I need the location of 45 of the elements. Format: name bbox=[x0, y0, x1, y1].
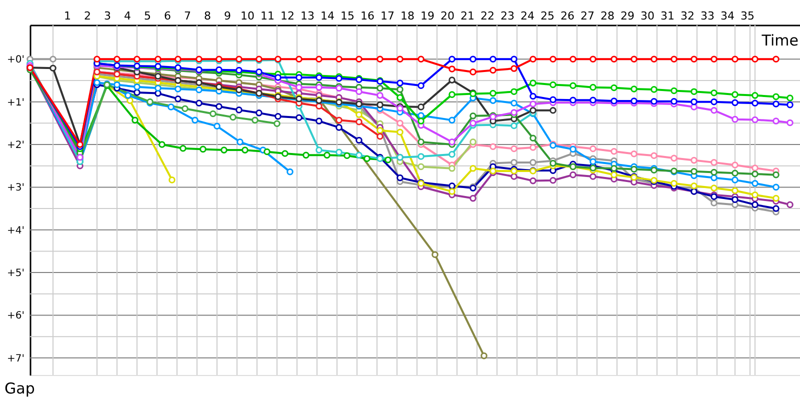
x-tick-label: 14 bbox=[320, 10, 334, 22]
y-tick-label: +5' bbox=[7, 268, 24, 280]
x-tick-label: 12 bbox=[280, 10, 294, 22]
x-tick-label: 3 bbox=[104, 10, 111, 22]
x-tick-label: 6 bbox=[164, 10, 171, 22]
x-axis-title: Time bbox=[760, 32, 798, 50]
x-tick-label: 21 bbox=[460, 10, 474, 22]
x-tick-label: 33 bbox=[700, 10, 714, 22]
x-tick-label: 11 bbox=[260, 10, 274, 22]
x-tick-label: 2 bbox=[84, 10, 91, 22]
x-tick-label: 15 bbox=[340, 10, 354, 22]
x-tick-label: 28 bbox=[600, 10, 614, 22]
y-tick-label: +1' bbox=[7, 97, 24, 108]
x-tick-label: 5 bbox=[144, 10, 151, 22]
x-tick-label: 23 bbox=[500, 10, 514, 22]
x-tick-label: 16 bbox=[360, 10, 374, 22]
x-tick-label: 4 bbox=[124, 10, 131, 22]
x-tick-label: 19 bbox=[420, 10, 434, 22]
x-tick-label: 10 bbox=[240, 10, 254, 22]
y-tick-label: +3' bbox=[7, 182, 24, 194]
x-tick-label: 30 bbox=[640, 10, 654, 22]
x-tick-label: 13 bbox=[300, 10, 314, 22]
y-axis-title: Gap bbox=[4, 380, 35, 398]
x-tick-label: 35 bbox=[740, 10, 754, 22]
x-tick-label: 20 bbox=[440, 10, 454, 22]
y-tick-label: +7' bbox=[7, 353, 24, 364]
y-tick-label: +6' bbox=[7, 310, 24, 322]
x-tick-label: 22 bbox=[480, 10, 494, 22]
x-tick-label: 1 bbox=[64, 10, 71, 22]
x-tick-label: 26 bbox=[560, 10, 574, 22]
x-tick-label: 29 bbox=[620, 10, 634, 22]
x-tick-label: 18 bbox=[400, 10, 414, 22]
y-tick-label: +0' bbox=[7, 54, 24, 66]
x-tick-label: 34 bbox=[720, 10, 734, 22]
x-tick-label: 25 bbox=[540, 10, 554, 22]
x-tick-label: 27 bbox=[580, 10, 594, 22]
x-tick-label: 31 bbox=[660, 10, 674, 22]
y-tick-label: +2' bbox=[7, 140, 24, 152]
y-tick-label: +4' bbox=[7, 225, 24, 236]
x-tick-label: 8 bbox=[204, 10, 211, 22]
x-tick-label: 17 bbox=[380, 10, 394, 22]
x-tick-label: 24 bbox=[520, 10, 534, 22]
x-tick-label: 7 bbox=[184, 10, 191, 22]
x-tick-label: 32 bbox=[680, 10, 694, 22]
x-tick-label: 9 bbox=[224, 10, 231, 22]
